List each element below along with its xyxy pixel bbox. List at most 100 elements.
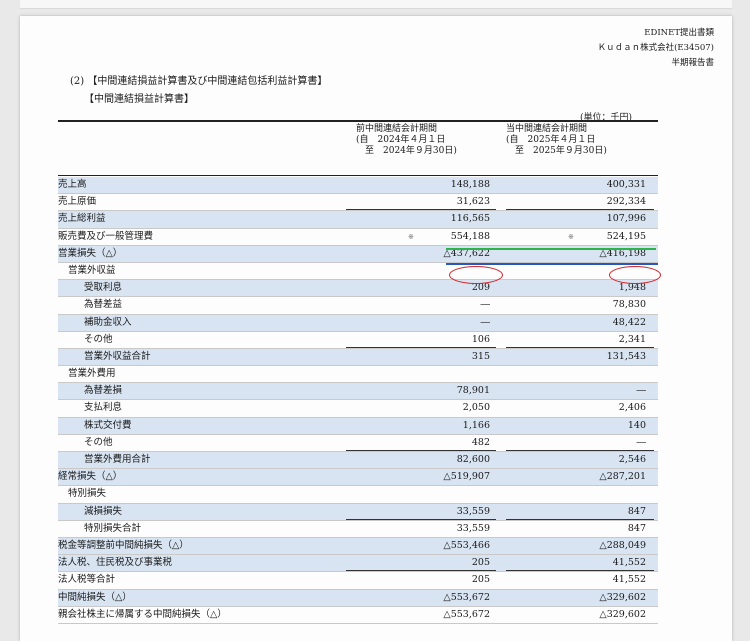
current-period-value: ― [636,436,647,448]
subtotal-rule [506,518,654,520]
prior-period-value: 209 [471,282,490,294]
current-period-value: 524,195 [606,230,646,242]
prior-period-value: 148,188 [450,179,490,190]
section-title: (2) 【中間連結損益計算書及び中間連結包括利益計算書】 [70,76,328,87]
row-label: 営業外収益合計 [84,350,151,362]
current-period-value: 41,552 [612,557,646,569]
subtotal-rule [506,450,654,451]
table-row: 中間純損失（△） △553,672 △329,602 [58,589,658,607]
prior-period-value: 33,559 [456,505,490,517]
current-period-value: 48,422 [612,316,646,328]
subtotal-rule [346,518,496,520]
header-edinet: EDINET提出書類 [644,28,714,38]
table-row: 営業外費用合計 82,600 2,546 [58,452,658,470]
current-period-line: 当中間連結会計期間 [506,124,588,134]
document-page: EDINET提出書類 Ｋｕｄａｎ株式会社(E34507) 半期報告書 (2) 【… [20,16,732,641]
prior-period-value: 205 [471,557,490,569]
prior-period-value: 31,623 [456,196,490,208]
row-label: 為替差益 [84,299,123,311]
prior-period-line: 前中間連結会計期間 [356,124,438,134]
row-label: 受取利息 [84,282,123,294]
current-period-line: (自 2025年４月１日 [506,135,596,145]
table-header-rule [58,175,658,176]
table-row: 営業外収益合計 315 131,543 [58,348,658,367]
row-label: 法人税、住民税及び事業税 [58,557,173,569]
prior-period-value: ― [480,316,491,328]
table-row: 法人税、住民税及び事業税 205 41,552 [58,555,658,573]
current-period-value: 2,546 [618,454,646,465]
prior-period-value: △553,466 [443,539,490,551]
row-label: その他 [84,436,113,448]
prior-period-value: 1,166 [462,419,490,431]
subtotal-rule [506,570,654,572]
row-label: 営業外費用 [68,368,116,380]
red-circle-annotation [609,266,661,284]
row-label: 特別損失合計 [84,522,142,534]
table-row: 売上総利益 116,565 107,996 [58,211,658,229]
header-company: Ｋｕｄａｎ株式会社(E34507) [597,43,714,53]
current-period-value: 847 [627,522,646,534]
highlight-underline-green [446,248,656,250]
row-label: 親会社株主に帰属する中間純損失（△） [58,608,227,620]
subtotal-rule [346,450,496,451]
row-label: 販売費及び一般管理費 [58,230,154,242]
current-period-value: △329,602 [599,591,646,603]
table-row: 法人税等合計 205 41,552 [58,572,658,590]
prior-period-value: 315 [471,350,490,362]
row-label: 経常損失（△） [58,471,123,483]
prior-period-value: ― [480,299,491,311]
table-row: 特別損失 [58,486,658,504]
note-asterisk: ※ [408,232,414,241]
prior-period-value: 33,559 [456,522,490,534]
current-period-value: 1,948 [618,282,646,294]
row-label: 営業外費用合計 [84,454,151,465]
current-period-value: 2,341 [618,333,646,345]
current-period-line: 至 2025年９月30日) [506,146,607,156]
current-period-value: 2,406 [618,402,646,414]
table-row: その他 106 2,341 [58,332,658,349]
table-row: 受取利息 209 1,948 [58,280,658,298]
table-row: 売上原価 31,623 292,334 [58,194,658,212]
table-row: 特別損失合計 33,559 847 [58,521,658,538]
row-label: 売上総利益 [58,213,106,225]
table-row: 補助金収入 ― 48,422 [58,314,658,332]
table-row: 販売費及び一般管理費 ※ ※ 554,188 524,195 [58,229,658,246]
current-period-value: 292,334 [606,196,646,208]
row-label: 税金等調整前中間純損失（△） [58,539,189,551]
prior-period-value: △553,672 [443,591,490,603]
table-row: 支払利息 2,050 2,406 [58,400,658,418]
subtotal-rule [346,346,496,348]
table-top-rule [58,120,658,122]
current-period-value: ― [636,385,647,397]
prior-period-header: 前中間連結会計期間 (自 2024年４月１日 至 2024年９月30日) [356,124,457,157]
prior-period-value: 78,901 [456,385,490,397]
subtotal-rule [346,209,496,211]
table-row: 営業外費用 [58,366,658,384]
red-circle-annotation [449,266,503,284]
table-body: 売上高 148,188 400,331 売上原価 31,623 292,334 売上総利益 1… [58,177,661,624]
row-label: 売上高 [58,179,87,190]
prior-period-value: △519,907 [443,471,490,483]
table-row: 税金等調整前中間純損失（△） △553,466 △288,049 [58,537,658,556]
table-row: 親会社株主に帰属する中間純損失（△） △553,672 △329,602 [58,607,658,624]
table-row: 営業外収益 [58,263,658,281]
prior-period-value: 482 [471,436,490,448]
current-period-value: △329,602 [599,608,646,620]
table-row: 売上高 148,188 400,331 [58,177,658,195]
current-period-value: 400,331 [606,179,646,190]
subtotal-rule [506,346,654,348]
row-label: 法人税等合計 [58,574,116,586]
current-period-value: 847 [627,505,646,517]
prior-period-value: △553,672 [443,608,490,620]
row-label: 営業損失（△） [58,247,123,259]
current-period-value: △287,201 [599,471,646,483]
row-label: 営業外収益 [68,264,116,276]
prior-period-value: 554,188 [450,230,490,242]
table-row: 為替差損 78,901 ― [58,383,658,401]
table-row: 減損損失 33,559 847 [58,503,658,521]
row-label: 売上原価 [58,196,97,208]
current-period-header: 当中間連結会計期間 (自 2025年４月１日 至 2025年９月30日) [506,124,607,157]
table-row: その他 482 ― [58,435,658,452]
table-row: 営業損失（△） △437,622 △416,198 [58,245,658,263]
prior-period-value: 106 [471,333,490,345]
